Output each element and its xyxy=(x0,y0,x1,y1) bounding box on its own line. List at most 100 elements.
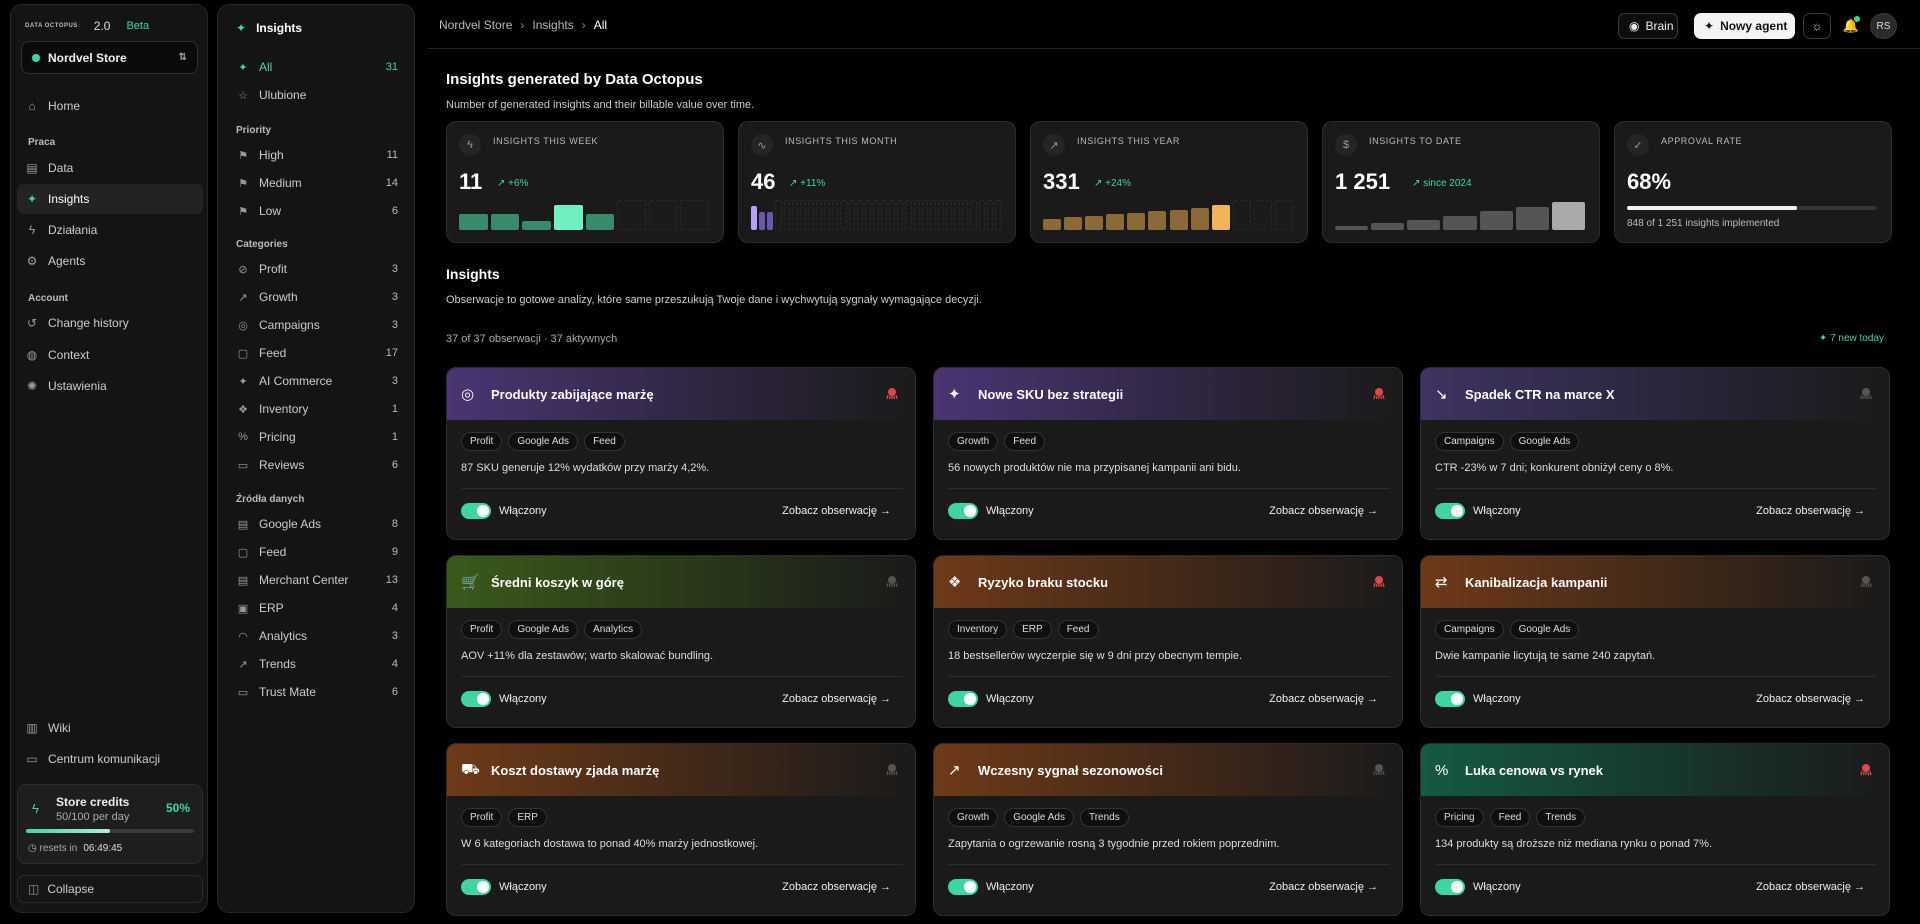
filter-source-erp[interactable]: ▣ ERP 4 xyxy=(224,595,410,621)
new-agent-button[interactable]: ✦ Nowy agent xyxy=(1694,13,1795,39)
tag[interactable]: Feed xyxy=(584,432,625,451)
crumb-store[interactable]: Nordvel Store xyxy=(439,18,513,32)
enable-toggle[interactable] xyxy=(1435,879,1465,895)
insight-card[interactable]: ✦ Nowe SKU bez strategii Growth Feed 56 n… xyxy=(933,367,1403,540)
notifications-button[interactable]: 🔔 xyxy=(1839,13,1863,39)
nav-actions[interactable]: ϟ Działania xyxy=(17,215,203,245)
filter-source-trust-mate[interactable]: ▭ Trust Mate 6 xyxy=(224,679,410,705)
nav-home[interactable]: ⌂ Home xyxy=(17,91,203,121)
filter-category-growth[interactable]: ↗ Growth 3 xyxy=(224,284,410,310)
filter-source-analytics[interactable]: ◠ Analytics 3 xyxy=(224,623,410,649)
insight-card[interactable]: % Luka cenowa vs rynek Pricing Feed Trends… xyxy=(1420,743,1890,916)
enable-toggle[interactable] xyxy=(461,879,491,895)
tag[interactable]: Growth xyxy=(948,808,999,827)
filter-priority-medium[interactable]: ⚑ Medium 14 xyxy=(224,170,410,196)
see-insight-link[interactable]: Zobacz obserwację → xyxy=(782,881,891,893)
tag[interactable]: ERP xyxy=(1013,620,1052,639)
filter-source-trends[interactable]: ↗ Trends 4 xyxy=(224,651,410,677)
see-insight-link[interactable]: Zobacz obserwację → xyxy=(1756,881,1865,893)
insight-card[interactable]: ↗ Wczesny sygnał sezonowości Growth Googl… xyxy=(933,743,1403,916)
enable-toggle[interactable] xyxy=(461,691,491,707)
nav-context[interactable]: ◍ Context xyxy=(17,340,203,370)
enable-toggle[interactable] xyxy=(461,503,491,519)
tag[interactable]: Growth xyxy=(948,432,999,451)
insight-card[interactable]: ◎ Produkty zabijające marżę Profit Google… xyxy=(446,367,916,540)
nav-wiki[interactable]: ▥ Wiki xyxy=(17,713,203,743)
nav-settings[interactable]: ✺ Ustawienia xyxy=(17,371,203,401)
filter-category-ai-commerce[interactable]: ✦ AI Commerce 3 xyxy=(224,368,410,394)
enable-toggle[interactable] xyxy=(948,879,978,895)
insight-card[interactable]: ↘ Spadek CTR na marce X Campaigns Google … xyxy=(1420,367,1890,540)
see-insight-link[interactable]: Zobacz obserwację → xyxy=(1756,505,1865,517)
approval-bar xyxy=(1627,206,1877,210)
tag[interactable]: Trends xyxy=(1536,808,1586,827)
filter-category-pricing[interactable]: % Pricing 1 xyxy=(224,424,410,450)
see-insight-link[interactable]: Zobacz obserwację → xyxy=(782,505,891,517)
tag[interactable]: Profit xyxy=(461,808,503,827)
filter-source-feed[interactable]: ▢ Feed 9 xyxy=(224,539,410,565)
see-insight-link[interactable]: Zobacz obserwację → xyxy=(1756,693,1865,705)
tag[interactable]: Analytics xyxy=(584,620,643,639)
filter-favorites[interactable]: ☆ Ulubione xyxy=(224,82,410,108)
nav-change-history[interactable]: ↺ Change history xyxy=(17,308,203,338)
nav-agents[interactable]: ⚙ Agents xyxy=(17,246,203,276)
tag[interactable]: Google Ads xyxy=(508,432,579,451)
theme-toggle[interactable]: ☼ xyxy=(1803,13,1831,39)
tag[interactable]: Feed xyxy=(1004,432,1046,451)
filter-all[interactable]: ✦ All 31 xyxy=(224,54,410,80)
tag[interactable]: Profit xyxy=(461,620,503,639)
filter-priority-low[interactable]: ⚑ Low 6 xyxy=(224,198,410,224)
nav-data[interactable]: ▤ Data xyxy=(17,153,203,183)
filter-count: 1 xyxy=(391,431,398,443)
filter-category-reviews[interactable]: ▭ Reviews 6 xyxy=(224,452,410,478)
filter-priority-high[interactable]: ⚑ High 11 xyxy=(224,142,410,168)
brain-button[interactable]: ◉ Brain xyxy=(1618,13,1678,39)
card-text: 56 nowych produktów nie ma przypisanej k… xyxy=(948,462,1241,474)
filter-source-merchant-center[interactable]: ▤ Merchant Center 13 xyxy=(224,567,410,593)
see-insight-link[interactable]: Zobacz obserwację → xyxy=(782,693,891,705)
tag[interactable]: Google Ads xyxy=(1509,620,1580,639)
tag[interactable]: Feed xyxy=(1489,808,1531,827)
tag[interactable]: Google Ads xyxy=(1509,432,1580,451)
collapse-button[interactable]: ◫ Collapse xyxy=(17,875,203,903)
see-insight-link[interactable]: Zobacz obserwację → xyxy=(1269,505,1378,517)
tag[interactable]: Profit xyxy=(461,432,503,451)
tag[interactable]: ERP xyxy=(508,808,547,827)
store-selector[interactable]: Nordvel Store ⇅ xyxy=(21,41,198,74)
nav-label: Home xyxy=(48,99,81,113)
enable-toggle[interactable] xyxy=(1435,503,1465,519)
filter-source-google-ads[interactable]: ▤ Google Ads 8 xyxy=(224,511,410,537)
tag[interactable]: Campaigns xyxy=(1435,432,1504,451)
filter-category-profit[interactable]: ⊘ Profit 3 xyxy=(224,256,410,282)
enable-toggle[interactable] xyxy=(948,691,978,707)
card-header: 🛒 Średni koszyk w górę xyxy=(447,556,915,608)
tag[interactable]: Feed xyxy=(1057,620,1099,639)
card-title: Wczesny sygnał sezonowości xyxy=(978,762,1163,778)
insight-card[interactable]: 🛒 Średni koszyk w górę Profit Google Ads A… xyxy=(446,555,916,728)
filter-category-campaigns[interactable]: ◎ Campaigns 3 xyxy=(224,312,410,338)
enable-toggle[interactable] xyxy=(1435,691,1465,707)
insight-card[interactable]: ⇄ Kanibalizacja kampanii Campaigns Google… xyxy=(1420,555,1890,728)
brain-icon: ◉ xyxy=(1629,19,1640,33)
tag[interactable]: Google Ads xyxy=(1004,808,1074,827)
enable-toggle[interactable] xyxy=(948,503,978,519)
tag[interactable]: Campaigns xyxy=(1435,620,1504,639)
credits-sub: 50/100 per day xyxy=(56,811,130,823)
tag[interactable]: Google Ads xyxy=(508,620,579,639)
filter-category-feed[interactable]: ▢ Feed 17 xyxy=(224,340,410,366)
nav-insights[interactable]: ✦ Insights xyxy=(17,184,203,214)
nav-communication[interactable]: ▭ Centrum komunikacji xyxy=(17,744,203,774)
tag[interactable]: Inventory xyxy=(948,620,1008,639)
avatar[interactable]: RS xyxy=(1870,13,1897,39)
card-title: Nowe SKU bez strategii xyxy=(978,386,1124,402)
see-insight-link[interactable]: Zobacz obserwację → xyxy=(1269,881,1378,893)
tag[interactable]: Trends xyxy=(1079,808,1129,827)
insight-card[interactable]: ❖ Ryzyko braku stocku Inventory ERP Feed 1… xyxy=(933,555,1403,728)
filter-category-inventory[interactable]: ❖ Inventory 1 xyxy=(224,396,410,422)
filter-label: Inventory xyxy=(259,402,309,416)
insight-card[interactable]: ⛟ Koszt dostawy zjada marżę Profit ERP W … xyxy=(446,743,916,916)
spark-bar xyxy=(840,200,847,230)
crumb-insights[interactable]: Insights xyxy=(532,18,574,32)
see-insight-link[interactable]: Zobacz obserwację → xyxy=(1269,693,1378,705)
tag[interactable]: Pricing xyxy=(1435,808,1484,827)
